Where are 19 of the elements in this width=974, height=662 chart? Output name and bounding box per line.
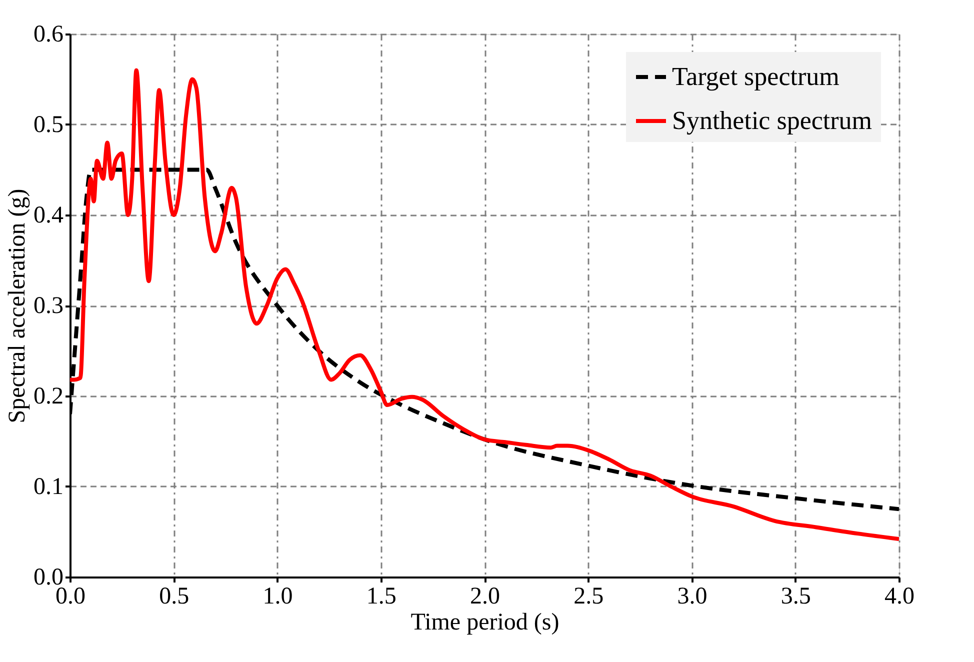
legend-label: Target spectrum bbox=[672, 62, 840, 91]
y-tick-label: 0.3 bbox=[34, 293, 64, 319]
line-series bbox=[70, 68, 899, 541]
x-tick-label: 1.5 bbox=[366, 584, 396, 610]
x-tick-label: 1.0 bbox=[262, 584, 293, 610]
x-axis-title: Time period (s) bbox=[410, 610, 560, 636]
y-tick-label: 0.4 bbox=[34, 202, 64, 228]
x-tick-label: 2.5 bbox=[574, 584, 604, 610]
x-tick-label: 4.0 bbox=[884, 584, 914, 610]
y-tick-label: 0.2 bbox=[34, 384, 64, 410]
y-tick-label: 0.6 bbox=[34, 22, 64, 48]
x-tick-label: 3.0 bbox=[677, 584, 708, 610]
x-tick-label: 0.5 bbox=[159, 584, 190, 610]
y-tick-label: 0.1 bbox=[34, 474, 64, 500]
x-tick-label: 2.0 bbox=[470, 584, 500, 610]
y-axis-title: Spectral acceleration (g) bbox=[4, 188, 30, 424]
y-tick-label: 0.5 bbox=[34, 112, 64, 138]
legend-label: Synthetic spectrum bbox=[672, 106, 872, 135]
x-tick-label: 3.5 bbox=[780, 584, 811, 610]
